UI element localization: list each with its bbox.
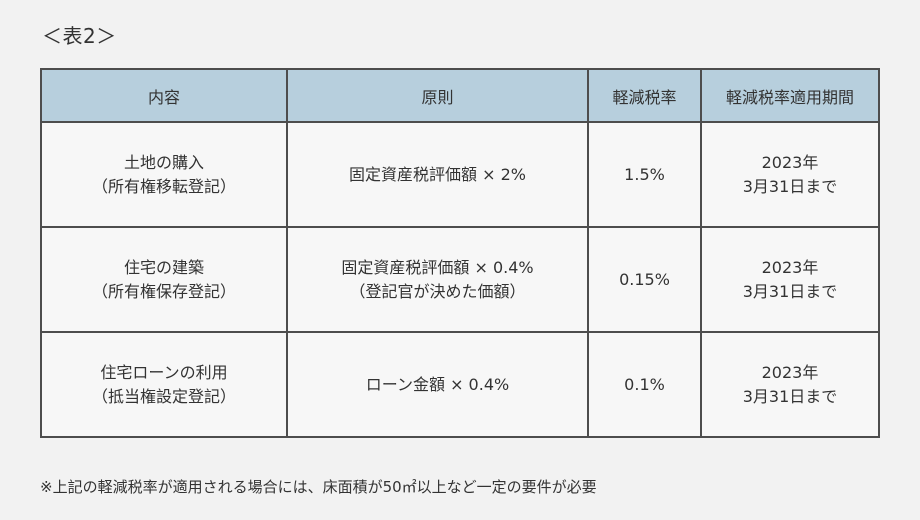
content-note: （抵当権設定登記） (91, 386, 236, 406)
table-caption: ＜表2＞ (42, 24, 117, 48)
registration-tax-table: 内容 原則 軽減税率 軽減税率適用期間 土地の購入 （所有権移転登記） 固定資産… (40, 68, 880, 438)
cell-principle: 固定資産税評価額 × 0.4% （登記官が決めた価額） (286, 226, 589, 333)
period-year: 2023年 (761, 362, 819, 382)
content-title: 住宅の建築 (123, 257, 204, 277)
cell-reduced-rate: 1.5% (587, 121, 702, 228)
content-title: 住宅ローンの利用 (100, 362, 228, 382)
header-content: 内容 (40, 68, 288, 123)
content-note: （所有権移転登記） (91, 176, 236, 196)
table-row-house-construction: 住宅の建築 （所有権保存登記） 固定資産税評価額 × 0.4% （登記官が決めた… (40, 226, 880, 333)
cell-content: 土地の購入 （所有権移転登記） (40, 121, 288, 228)
period-date: 3月31日まで (742, 281, 838, 301)
principle-formula: 固定資産税評価額 × 2% (349, 164, 526, 184)
principle-note: （登記官が決めた価額） (349, 281, 526, 301)
header-reduced-rate: 軽減税率 (587, 68, 702, 123)
cell-principle: ローン金額 × 0.4% (286, 331, 589, 438)
period-year: 2023年 (761, 152, 819, 172)
cell-period: 2023年 3月31日まで (700, 121, 880, 228)
principle-formula: ローン金額 × 0.4% (365, 374, 510, 394)
cell-reduced-rate: 0.1% (587, 331, 702, 438)
period-date: 3月31日まで (742, 386, 838, 406)
principle-formula: 固定資産税評価額 × 0.4% (341, 257, 534, 277)
header-principle: 原則 (286, 68, 589, 123)
table-row-home-loan: 住宅ローンの利用 （抵当権設定登記） ローン金額 × 0.4% 0.1% 202… (40, 331, 880, 438)
header-reduced-rate-period: 軽減税率適用期間 (700, 68, 880, 123)
period-year: 2023年 (761, 257, 819, 277)
cell-period: 2023年 3月31日まで (700, 331, 880, 438)
cell-period: 2023年 3月31日まで (700, 226, 880, 333)
cell-principle: 固定資産税評価額 × 2% (286, 121, 589, 228)
cell-reduced-rate: 0.15% (587, 226, 702, 333)
cell-content: 住宅ローンの利用 （抵当権設定登記） (40, 331, 288, 438)
table-row-land-purchase: 土地の購入 （所有権移転登記） 固定資産税評価額 × 2% 1.5% 2023年… (40, 121, 880, 228)
table-header-row: 内容 原則 軽減税率 軽減税率適用期間 (40, 68, 880, 123)
cell-content: 住宅の建築 （所有権保存登記） (40, 226, 288, 333)
period-date: 3月31日まで (742, 176, 838, 196)
content-title: 土地の購入 (123, 152, 204, 172)
footnote: ※上記の軽減税率が適用される場合には、床面積が50㎡以上など一定の要件が必要 (40, 478, 597, 496)
content-note: （所有権保存登記） (91, 281, 236, 301)
